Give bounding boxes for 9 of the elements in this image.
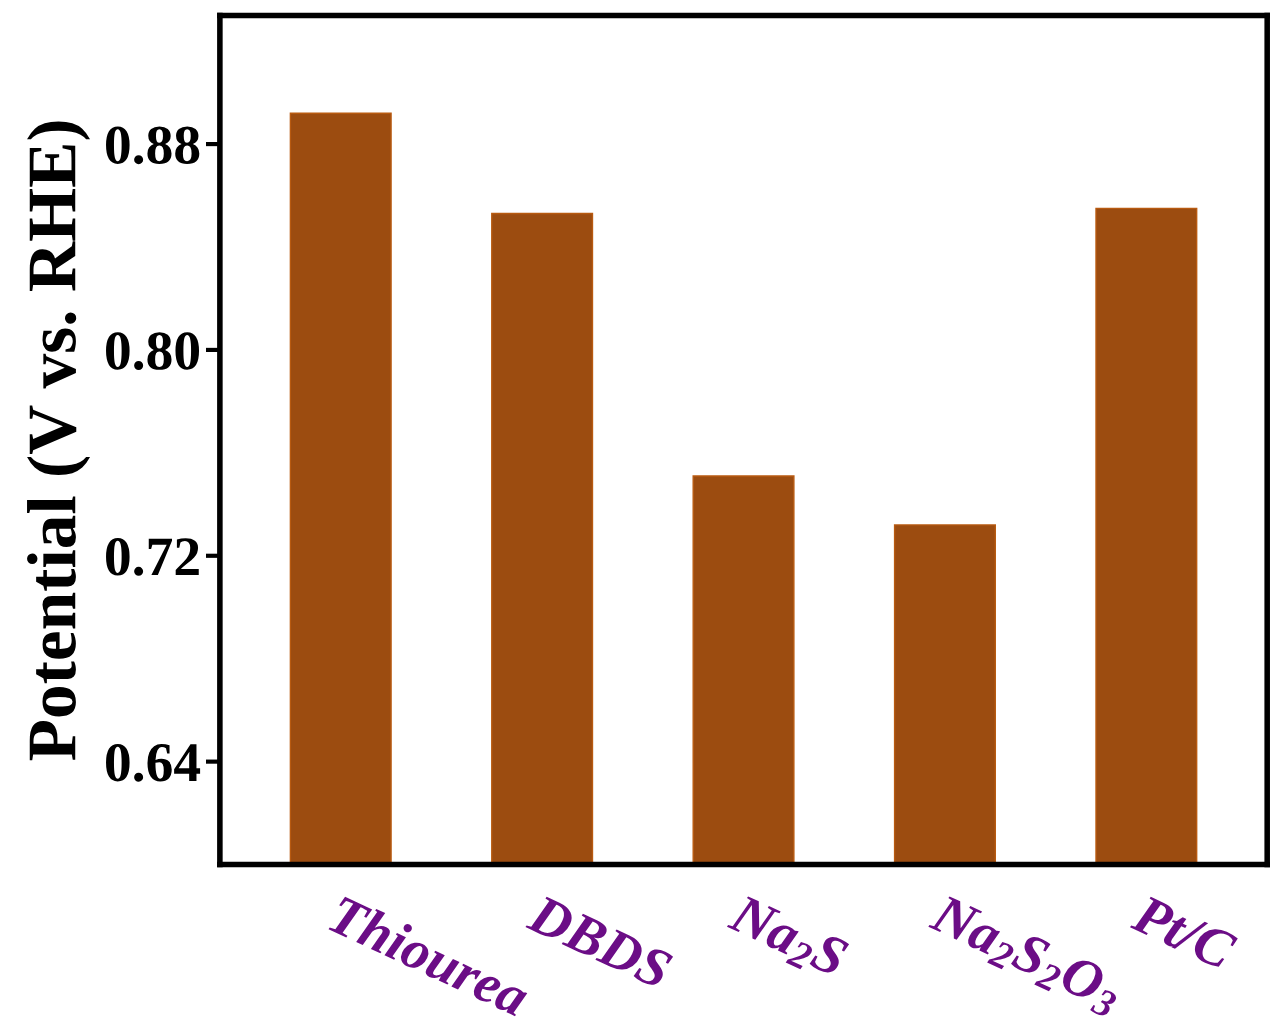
y-tick-label: 0.88 <box>106 126 200 165</box>
y-tick-label: 0.80 <box>106 332 200 370</box>
y-tick-label: 0.64 <box>106 743 201 782</box>
y-tick-label: 0.72 <box>106 538 199 576</box>
y-axis-title: Potential (V vs. RHE) <box>27 121 91 761</box>
x-tick-label: Pt/C <box>1129 893 1239 972</box>
x-tick-label: DBDS <box>525 893 674 990</box>
x-tick-label: Na$_{2}$S$_{2}$O$_{3}$ <box>924 893 1126 1019</box>
x-tick-label: Na$_{2}$S <box>723 893 850 984</box>
